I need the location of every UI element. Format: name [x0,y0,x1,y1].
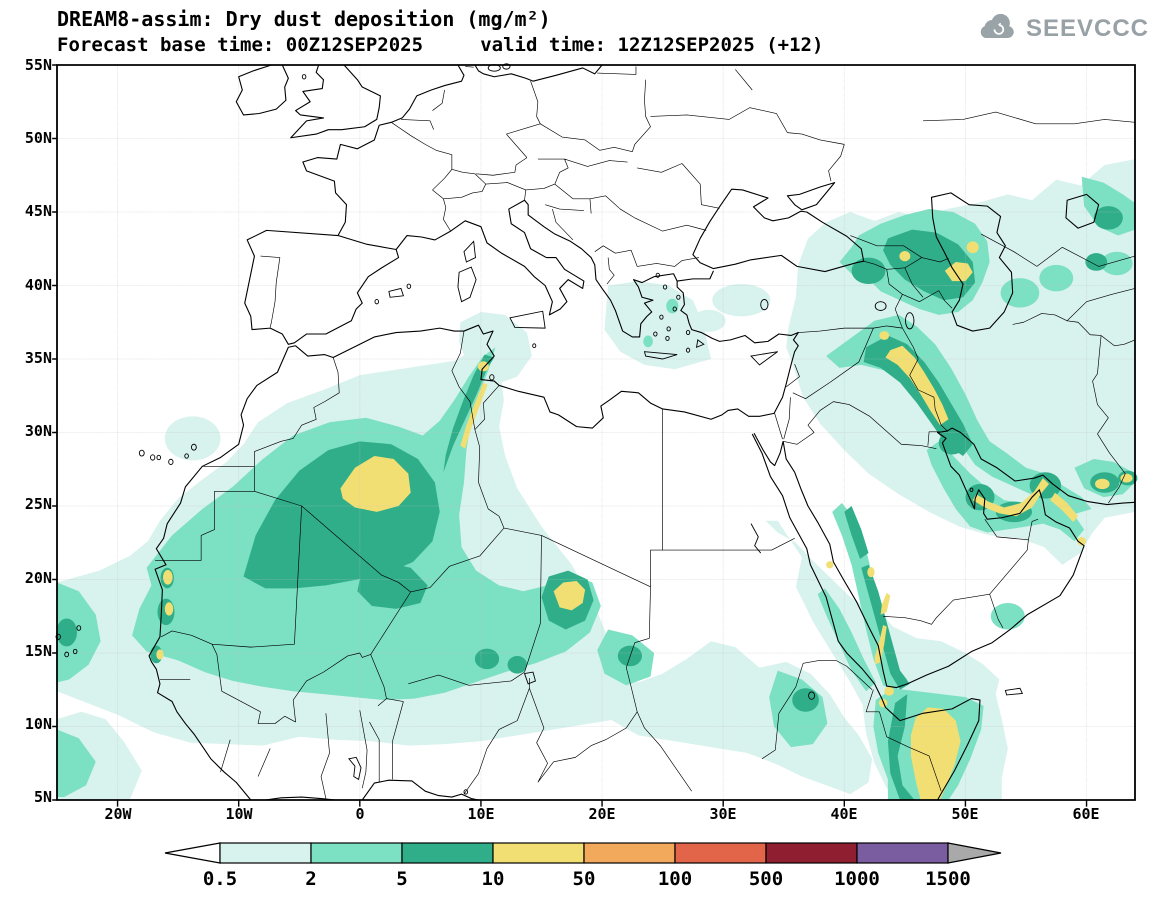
forecast-times-subtitle: Forecast base time: 00Z12SEP2025 valid t… [57,34,824,56]
page-title: DREAM8-assim: Dry dust deposition (mg/m²… [57,7,551,31]
axis-ticks [52,65,1086,807]
colorbar-label: 1500 [925,868,971,890]
lat-label: 55N [24,56,52,74]
lat-label: 30N [24,422,52,440]
lon-label: 10W [225,805,253,823]
lat-label: 10N [24,715,52,733]
lat-label: 20N [24,569,52,587]
lon-label: 0 [355,805,365,823]
colorbar-segment [583,842,676,864]
colorbar-label: 5 [396,868,408,890]
lon-label: 40E [830,805,858,823]
lon-label: 60E [1072,805,1100,823]
colorbar-segment [219,842,312,864]
colorbar-label: 1000 [834,868,880,890]
colorbar-segment [765,842,858,864]
cloud-refresh-icon [980,14,1014,38]
lat-label: 25N [24,495,52,513]
coastlines-layer [149,65,1135,800]
colorbar-label: 50 [572,868,596,890]
lat-label: 45N [24,202,52,220]
colorbar-label: 2 [305,868,317,890]
lon-label: 20W [104,805,132,823]
lon-label: 20E [588,805,616,823]
logo-text: SEEVCCC [1025,15,1149,42]
lat-label: 35N [24,349,52,367]
colorbar-legend: 0.5 2 5 10 50 100 500 1000 1500 [164,842,1002,898]
colorbar-segment [856,842,949,864]
borders-layer [155,66,1135,798]
colorbar-segment [310,842,403,864]
seevccc-logo: SEEVCCC [974,14,1149,44]
dust-band-10-50-layer [156,241,1133,800]
colorbar-arrow-low [164,842,221,864]
lon-label: 10E [467,805,495,823]
colorbar-label: 500 [748,868,784,890]
lat-label: 15N [24,642,52,660]
colorbar-segment [492,842,585,864]
colorbar-segment [401,842,494,864]
colorbar-label: 10 [481,868,505,890]
lat-label: 5N [33,788,52,806]
islands-lakes-layer [56,64,1022,794]
colorbar-arrow-high [947,842,1002,864]
lat-label: 40N [24,276,52,294]
lon-label: 30E [709,805,737,823]
lon-label: 50E [951,805,979,823]
colorbar-label: 0.5 [202,868,238,890]
colorbar [164,842,1002,864]
colorbar-label: 100 [657,868,693,890]
colorbar-segment [674,842,767,864]
map-canvas [57,65,1135,800]
lat-label: 50N [24,129,52,147]
